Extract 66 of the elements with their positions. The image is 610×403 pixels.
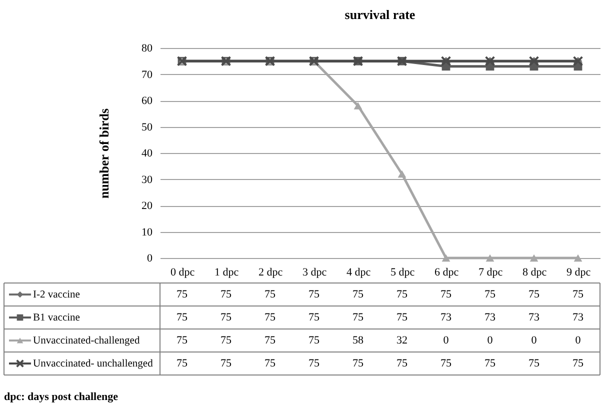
data-label: 75 (484, 358, 496, 370)
data-label: 75 (264, 358, 276, 370)
data-label: 75 (308, 358, 320, 370)
data-label: 75 (528, 288, 540, 300)
x-tick-label: 0 dpc (170, 266, 195, 278)
legend-label: Unvaccinated-challenged (33, 336, 140, 346)
data-label: 75 (176, 288, 188, 300)
data-label: 75 (220, 358, 232, 370)
data-label: 0 (531, 334, 538, 346)
data-label: 75 (484, 288, 496, 300)
data-label: 75 (176, 334, 188, 346)
text: dpc: days post challenge (4, 391, 118, 403)
data-label: 75 (440, 288, 452, 300)
legend-label: I-2 vaccine (33, 290, 80, 300)
y-tick-label: 70 (142, 68, 153, 81)
data-label: 75 (264, 288, 276, 300)
data-label: 73 (528, 312, 540, 324)
x-tick-label: 2 dpc (258, 266, 283, 278)
data-label: 75 (440, 358, 452, 370)
x-tick-label: 7 dpc (478, 266, 503, 278)
data-label: 75 (352, 312, 364, 324)
y-tick-label: 0 (147, 252, 153, 264)
x-tick-label: 1 dpc (214, 266, 239, 278)
data-label: 75 (308, 288, 320, 300)
chart-title: survival rate (344, 7, 416, 22)
data-label: 73 (572, 312, 584, 324)
y-tick-label: 60 (142, 95, 153, 107)
x-tick-label: 3 dpc (302, 266, 327, 278)
legend-label: Unvaccinated- unchallenged (33, 358, 154, 370)
y-tick-label: 30 (142, 174, 153, 186)
data-label: 75 (308, 312, 320, 324)
data-label: 75 (396, 358, 408, 370)
data-label: 75 (220, 288, 232, 300)
data-label: 73 (440, 312, 452, 324)
y-tick-label: 10 (142, 226, 153, 238)
y-tick-label: 80 (142, 42, 153, 54)
data-label: 75 (352, 288, 364, 300)
data-label: 75 (264, 312, 276, 324)
x-tick-label: 8 dpc (522, 266, 547, 278)
data-label: 75 (528, 358, 540, 370)
data-label: 0 (487, 334, 494, 346)
x-tick-label: 9 dpc (566, 266, 591, 278)
data-label: 75 (396, 288, 408, 300)
x-tick-label: 5 dpc (390, 266, 415, 278)
data-label: 0 (575, 334, 582, 346)
data-label: 75 (308, 334, 320, 346)
data-label: 75 (220, 334, 232, 346)
data-label: 75 (220, 312, 232, 324)
data-label: 75 (572, 358, 584, 370)
data-label: 75 (176, 358, 188, 370)
data-label: 75 (352, 358, 364, 370)
data-label: 75 (264, 334, 276, 346)
y-tick-label: 40 (142, 148, 153, 160)
legend-label: B1 vaccine (33, 312, 80, 324)
data-label: 75 (572, 288, 584, 300)
y-tick-label: 20 (142, 200, 153, 212)
x-tick-label: 4 dpc (346, 266, 371, 278)
data-label: 0 (443, 334, 450, 346)
y-tick-label: 50 (142, 121, 153, 134)
data-label: 75 (176, 312, 188, 324)
data-label: 58 (352, 334, 364, 346)
data-label: 32 (396, 334, 408, 346)
y-axis-title: number of birds (96, 108, 112, 199)
x-tick-label: 6 dpc (434, 266, 459, 278)
data-label: 75 (396, 312, 408, 324)
data-label: 73 (484, 312, 496, 324)
